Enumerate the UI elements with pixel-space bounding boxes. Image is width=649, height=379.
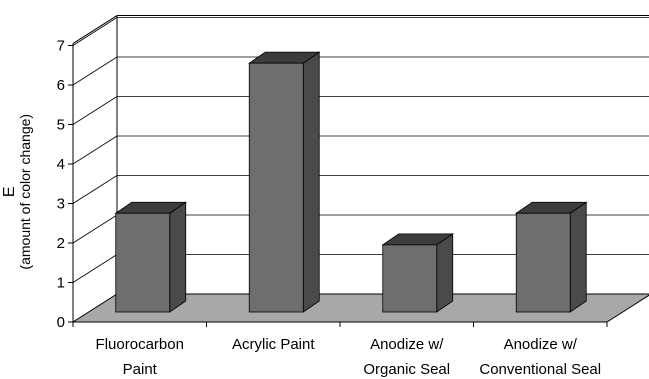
gridline-side: [72, 214, 118, 244]
x-tick-label-line: Organic Seal: [363, 361, 450, 378]
bar-side: [569, 201, 587, 313]
x-tick-label-line: Fluorocarbon: [96, 336, 184, 353]
gridline-side: [72, 17, 118, 46]
y-tick-labels: 0 1 2 3 4 5 6 7: [57, 38, 65, 332]
y-axis-title: E: [1, 186, 18, 197]
x-tick-label-line: Paint: [123, 361, 158, 378]
bars: [114, 51, 588, 313]
bar: [514, 201, 588, 313]
gridlines: [72, 17, 649, 283]
x-tick-label-line: Anodize w/: [370, 336, 444, 353]
y-tick-label: 5: [57, 117, 65, 134]
bar: [114, 201, 188, 313]
bar-front: [515, 212, 571, 313]
y-tick-label: 4: [57, 156, 65, 173]
side-wall-top-edge: [72, 15, 118, 44]
x-tick-label: Fluorocarbon Paint: [96, 336, 184, 378]
gridline-side: [72, 175, 118, 204]
bar-side: [169, 201, 187, 313]
y-tick-label: 7: [57, 38, 65, 55]
bar: [381, 233, 455, 313]
x-tick-label: Acrylic Paint: [232, 336, 315, 353]
y-tick-label: 1: [57, 275, 65, 292]
y-tick-label: 0: [57, 314, 65, 331]
bar-front: [248, 62, 304, 313]
bar-front: [382, 244, 438, 313]
bar-side: [302, 51, 320, 313]
x-tick-label-line: Conventional Seal: [479, 361, 601, 378]
bar-front: [115, 212, 171, 313]
bar: [247, 51, 321, 313]
gridline-side: [72, 135, 118, 165]
x-tick-label-line: Anodize w/: [504, 336, 578, 353]
x-tick-label: Anodize w/Organic Seal: [363, 336, 450, 378]
y-tick-label: 3: [57, 196, 65, 213]
y-tick-label: 2: [57, 235, 65, 252]
y-axis-subtitle: (amount of color change): [17, 114, 33, 270]
gridline-side: [72, 96, 118, 125]
x-tick-labels: Fluorocarbon Paint Acrylic Paint Anodize w/…: [96, 336, 602, 378]
x-tick-label: Anodize w/Conventional Seal: [479, 336, 601, 378]
axes: [68, 15, 608, 327]
bar-side: [436, 233, 454, 313]
gridline-side: [72, 254, 118, 283]
x-tick-label-line: Acrylic Paint: [232, 336, 315, 353]
y-axis-label: E (amount of color change): [1, 114, 33, 270]
gridline-side: [72, 56, 118, 86]
y-tick-label: 6: [57, 77, 65, 94]
